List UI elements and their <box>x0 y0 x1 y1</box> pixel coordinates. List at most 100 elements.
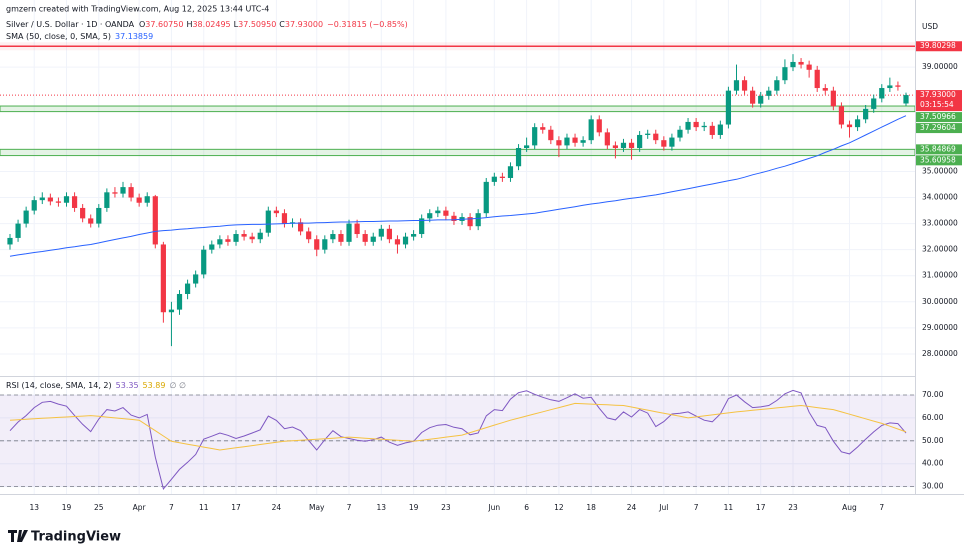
candle-body <box>838 106 845 125</box>
candle-body <box>209 244 215 250</box>
candle-body <box>725 90 732 125</box>
candle-body <box>386 228 392 240</box>
candle-body <box>427 213 433 219</box>
candle-body <box>55 201 62 203</box>
sma-legend: SMA (50, close, 0, SMA, 5) 37.13859 <box>6 32 153 41</box>
plot <box>0 42 916 490</box>
candle-body <box>483 181 489 214</box>
price-tag <box>916 123 962 134</box>
candle-body <box>669 137 675 147</box>
candle-body <box>314 239 320 250</box>
candle-body <box>112 192 118 194</box>
o-label: O <box>139 20 145 29</box>
candle-body <box>39 197 45 201</box>
candle-body <box>887 85 893 89</box>
candle-body <box>588 119 594 141</box>
price-tag-label: 37.29604 <box>920 123 956 132</box>
candle-body <box>685 121 691 130</box>
x-tick-label: 13 <box>29 503 39 512</box>
candle-body <box>225 239 231 242</box>
x-tick-label: 7 <box>694 503 699 512</box>
price-tag-label: 37.50966 <box>920 112 956 121</box>
candle-body <box>96 207 102 224</box>
candle-body <box>362 234 368 242</box>
x-tick-label: 11 <box>199 503 209 512</box>
candle-body <box>411 234 417 237</box>
candle-body <box>63 196 70 203</box>
price-tag <box>916 90 962 112</box>
candle-body <box>370 236 376 242</box>
candle-body <box>677 129 683 138</box>
candle-body <box>701 125 707 128</box>
countdown: 03:15:54 <box>920 100 954 109</box>
candle-body <box>249 236 255 240</box>
symbol: Silver / U.S. Dollar · 1D · OANDA <box>6 20 135 29</box>
x-tick-label: 6 <box>524 503 529 512</box>
x-tick-label: Aug <box>842 503 857 512</box>
candle-body <box>758 95 764 104</box>
rsi-value: 53.35 <box>116 381 139 390</box>
rsi-line <box>9 402 907 451</box>
l-label: L <box>234 20 239 29</box>
candle-body <box>435 210 441 214</box>
candle-body <box>661 140 667 147</box>
candle-body <box>854 119 861 128</box>
candle-body <box>7 237 13 245</box>
candle-body <box>176 293 183 310</box>
candle-body <box>419 218 425 235</box>
candle-body <box>281 213 288 224</box>
price-tag <box>916 144 962 155</box>
price-tag <box>916 112 962 123</box>
x-tick-label: Apr <box>133 503 147 512</box>
price-tag-label: 35.84869 <box>920 144 956 153</box>
rsi-legend: RSI (14, close, SMA, 14, 2) 53.35 53.89 ∅ ∅ <box>6 381 186 390</box>
x-tick-label: 19 <box>409 503 419 512</box>
x-tick-label: 18 <box>586 503 596 512</box>
candle-body <box>564 137 570 146</box>
price-tag <box>916 41 962 52</box>
grid <box>0 0 915 494</box>
x-tick-label: 7 <box>169 503 174 512</box>
y-tick-label: 40.00 <box>922 459 944 468</box>
candle-body <box>88 218 94 224</box>
y-tick-label: 70.00 <box>922 390 944 399</box>
candle-body <box>895 85 901 87</box>
candle-body <box>556 140 562 146</box>
candle-body <box>798 61 804 65</box>
candle-body <box>863 108 869 120</box>
candle-body <box>790 61 796 68</box>
candle-body <box>265 210 271 233</box>
candle-body <box>184 283 191 294</box>
y-tick-label: 34.00000 <box>922 193 958 202</box>
x-tick-label: May <box>309 503 325 512</box>
candle-body <box>136 197 142 203</box>
y-tick-label: 31.00000 <box>922 271 958 280</box>
x-tick-label: 12 <box>554 503 564 512</box>
candle-body <box>168 309 175 313</box>
candle-body <box>515 147 522 167</box>
support-zone <box>0 148 916 157</box>
candle-body <box>346 223 352 242</box>
candle-body <box>774 80 780 91</box>
candle-body <box>322 239 328 250</box>
x-tick-label: Jul <box>658 503 668 512</box>
candle-body <box>604 132 610 146</box>
candle-body <box>717 124 723 135</box>
candle-body <box>750 90 756 104</box>
candle-body <box>217 239 223 245</box>
candle-body <box>628 142 635 148</box>
c-value: 37.93000 <box>285 20 323 29</box>
candle-body <box>15 223 21 238</box>
c-label: C <box>279 20 285 29</box>
candle-body <box>338 234 344 242</box>
candle-body <box>903 95 909 104</box>
candle-body <box>257 232 263 240</box>
x-tick-label: 11 <box>724 503 734 512</box>
candle-body <box>709 125 715 135</box>
candle-body <box>491 176 497 182</box>
candle-body <box>507 166 514 178</box>
candle-body <box>201 249 207 275</box>
credit: gmzern created with TradingView.com, Aug… <box>6 5 269 14</box>
support-zone <box>0 105 916 113</box>
